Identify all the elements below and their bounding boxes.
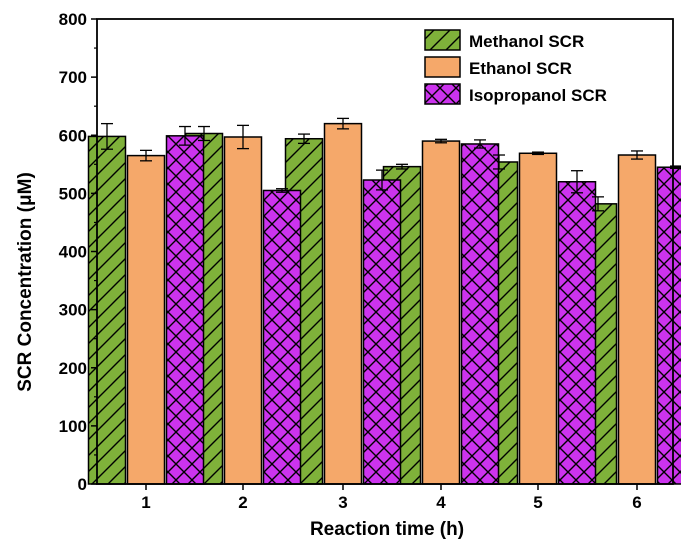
bar-isopropanol-scr-3 bbox=[362, 179, 402, 485]
legend-swatch bbox=[424, 56, 461, 78]
error-bar bbox=[298, 133, 310, 145]
legend-label: Methanol SCR bbox=[469, 32, 584, 51]
legend-item-isopropanol-scr: Isopropanol SCR bbox=[424, 83, 607, 105]
bar-ethanol-scr-6 bbox=[617, 154, 657, 485]
legend-swatch bbox=[424, 83, 461, 105]
legend-label: Ethanol SCR bbox=[469, 59, 572, 78]
error-bar bbox=[493, 154, 505, 170]
bar-ethanol-scr-4 bbox=[421, 140, 461, 485]
legend-label: Isopropanol SCR bbox=[469, 86, 607, 105]
error-bar bbox=[140, 149, 152, 162]
bar-isopropanol-scr-2 bbox=[262, 189, 302, 485]
x-tick-label: 1 bbox=[141, 493, 150, 512]
bar-isopropanol-scr-6 bbox=[656, 166, 681, 485]
x-tick-label: 4 bbox=[436, 493, 446, 512]
error-bars-layer bbox=[101, 117, 681, 212]
x-axis-title: Reaction time (h) bbox=[310, 519, 464, 540]
x-tick-label: 5 bbox=[533, 493, 542, 512]
bar-isopropanol-scr-4 bbox=[460, 143, 500, 485]
error-bar bbox=[396, 163, 408, 170]
legend: Methanol SCR Ethanol SCR Isopropanol SCR bbox=[424, 29, 607, 105]
error-bar bbox=[179, 125, 191, 146]
y-tick-label: 100 bbox=[59, 417, 87, 436]
y-tick-label: 600 bbox=[59, 126, 87, 145]
error-bar bbox=[198, 125, 210, 142]
y-tick-label: 500 bbox=[59, 184, 87, 203]
axes-layer: 0 100 200 300 400 500 600 700 800 1 2 3 4 5 6 bbox=[59, 10, 674, 512]
x-tick-label: 3 bbox=[338, 493, 347, 512]
error-bar bbox=[435, 138, 447, 144]
x-tick-label: 6 bbox=[632, 493, 641, 512]
error-bar bbox=[337, 117, 349, 130]
error-bar bbox=[631, 150, 643, 160]
y-tick-label: 800 bbox=[59, 10, 87, 29]
error-bar bbox=[474, 139, 486, 149]
bar-ethanol-scr-2 bbox=[223, 136, 263, 485]
y-tick-label: 300 bbox=[59, 301, 87, 320]
y-tick-label: 700 bbox=[59, 68, 87, 87]
error-bar bbox=[532, 151, 544, 156]
error-bar bbox=[276, 188, 288, 193]
x-tick-label: 2 bbox=[238, 493, 247, 512]
bar-ethanol-scr-3 bbox=[323, 122, 363, 485]
y-tick-label: 0 bbox=[78, 475, 87, 494]
y-tick-label: 400 bbox=[59, 243, 87, 262]
error-bar bbox=[571, 170, 583, 194]
error-bar bbox=[670, 165, 681, 170]
bar-isopropanol-scr-5 bbox=[557, 181, 597, 485]
y-axis-title: SCR Concentration (μM) bbox=[15, 172, 36, 392]
error-bar bbox=[376, 169, 388, 191]
bar-ethanol-scr-1 bbox=[126, 154, 166, 485]
error-bar bbox=[101, 122, 113, 150]
bars-layer bbox=[87, 122, 681, 485]
error-bar bbox=[592, 196, 604, 212]
legend-item-ethanol-scr: Ethanol SCR bbox=[424, 56, 572, 78]
legend-swatch bbox=[424, 29, 461, 51]
bar-ethanol-scr-5 bbox=[518, 152, 558, 485]
bar-isopropanol-scr-1 bbox=[165, 135, 205, 485]
y-tick-label: 200 bbox=[59, 359, 87, 378]
error-bar bbox=[237, 124, 249, 150]
legend-item-methanol-scr: Methanol SCR bbox=[424, 29, 584, 51]
